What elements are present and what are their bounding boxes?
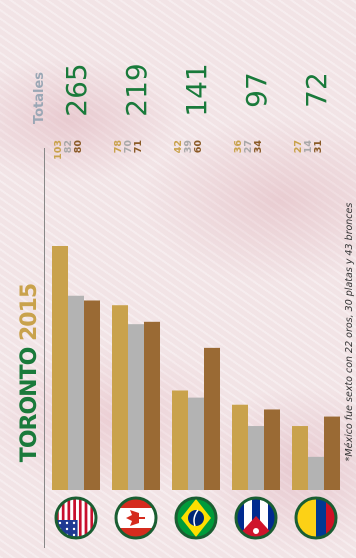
bar-silver-3	[188, 397, 204, 490]
bar-bronze-1	[84, 300, 100, 490]
usa-flag-icon	[54, 496, 98, 540]
bar-bronze-2	[144, 321, 160, 490]
bar-bronze-4	[264, 409, 280, 490]
bar-gold-5	[292, 426, 308, 490]
bar-silver-5	[308, 456, 324, 490]
axis-line	[44, 148, 45, 548]
cuba-flag-icon	[234, 496, 278, 540]
brazil-flag-icon	[174, 496, 218, 540]
bar-gold-2	[112, 305, 128, 490]
canada-flag-icon	[114, 496, 158, 540]
bar-silver-2	[128, 324, 144, 490]
bar-bronze-3	[204, 347, 220, 490]
bar-gold-4	[232, 404, 248, 490]
bar-gold-3	[172, 390, 188, 490]
bar-bronze-5	[324, 416, 340, 490]
colombia-flag-icon	[294, 496, 338, 540]
bar-silver-4	[248, 426, 264, 490]
bar-silver-1	[68, 295, 84, 490]
bar-gold-1	[52, 246, 68, 490]
